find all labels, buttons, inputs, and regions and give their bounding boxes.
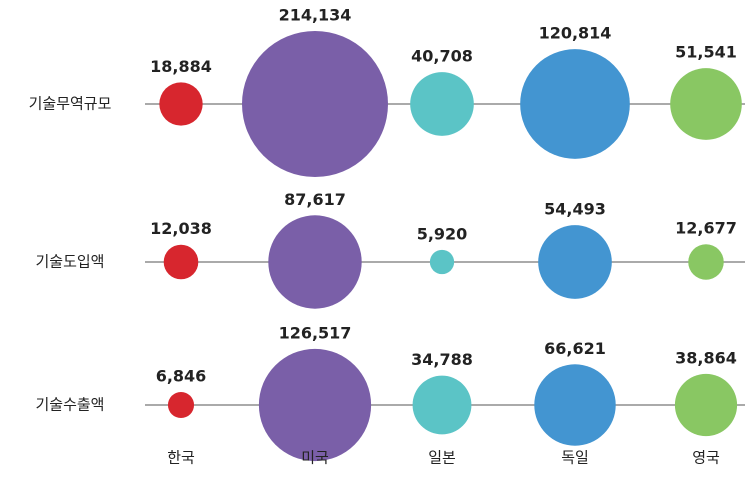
bubble xyxy=(429,249,455,275)
value-label: 54,493 xyxy=(544,200,606,219)
value-label: 34,788 xyxy=(411,350,473,369)
x-tick-label: 일본 xyxy=(428,449,456,467)
bubble xyxy=(159,82,203,126)
x-tick-label: 독일 xyxy=(561,449,589,467)
value-label: 12,677 xyxy=(675,219,737,238)
bubble xyxy=(163,244,199,280)
bubble xyxy=(674,373,738,437)
row-label: 기술무역규모 xyxy=(29,95,112,113)
value-label: 214,134 xyxy=(279,6,352,25)
x-tick-label: 미국 xyxy=(301,449,329,467)
bubble xyxy=(412,375,472,435)
bubble xyxy=(268,215,362,309)
bubble xyxy=(520,49,630,159)
bubble xyxy=(688,244,724,280)
bubble xyxy=(167,391,195,419)
bubble xyxy=(258,348,372,462)
value-label: 126,517 xyxy=(279,323,352,342)
x-tick-label: 한국 xyxy=(167,449,195,467)
value-label: 120,814 xyxy=(539,24,612,43)
value-label: 18,884 xyxy=(150,57,212,76)
value-label: 87,617 xyxy=(284,190,346,209)
bubble xyxy=(670,68,742,140)
bubble xyxy=(534,364,616,446)
bubble xyxy=(242,31,388,177)
value-label: 5,920 xyxy=(417,224,468,243)
row-label: 기술수출액 xyxy=(35,396,104,414)
value-label: 51,541 xyxy=(675,43,737,62)
value-label: 38,864 xyxy=(675,348,737,367)
x-tick-label: 영국 xyxy=(692,449,720,467)
bubble xyxy=(410,72,474,136)
value-label: 66,621 xyxy=(544,339,606,358)
value-label: 12,038 xyxy=(150,219,212,238)
value-label: 40,708 xyxy=(411,47,473,66)
bubble xyxy=(538,225,612,299)
row-label: 기술도입액 xyxy=(35,253,104,271)
value-label: 6,846 xyxy=(156,366,207,385)
